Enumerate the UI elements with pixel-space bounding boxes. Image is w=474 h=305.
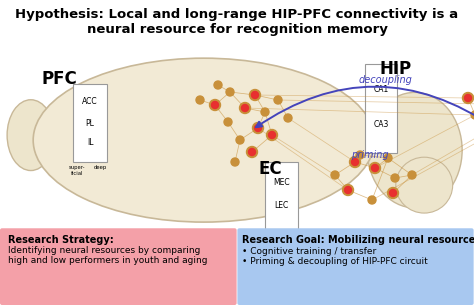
Ellipse shape: [7, 100, 55, 170]
Circle shape: [388, 188, 399, 199]
Text: PL: PL: [86, 119, 94, 127]
FancyBboxPatch shape: [73, 84, 107, 162]
FancyBboxPatch shape: [237, 228, 474, 305]
Text: priming: priming: [351, 150, 389, 160]
Circle shape: [372, 164, 379, 171]
Circle shape: [390, 189, 396, 196]
Circle shape: [236, 136, 244, 144]
Text: CA3: CA3: [374, 120, 389, 129]
FancyBboxPatch shape: [0, 228, 237, 305]
Circle shape: [266, 130, 277, 141]
Text: Hypothesis: Local and long-range HIP-PFC connectivity is a: Hypothesis: Local and long-range HIP-PFC…: [16, 8, 458, 21]
Circle shape: [471, 111, 474, 119]
FancyBboxPatch shape: [265, 162, 298, 229]
Text: deep: deep: [284, 232, 298, 237]
Text: ACC: ACC: [82, 97, 98, 106]
Text: Research Goal: Mobilizing neural resources: Research Goal: Mobilizing neural resourc…: [242, 235, 474, 245]
Circle shape: [239, 102, 250, 113]
Circle shape: [246, 146, 257, 157]
Text: EC: EC: [258, 160, 282, 178]
Circle shape: [231, 158, 239, 166]
Circle shape: [268, 131, 275, 138]
Circle shape: [211, 102, 219, 109]
Circle shape: [274, 96, 282, 104]
Circle shape: [345, 186, 352, 193]
Text: • Priming & decoupling of HIP-PFC circuit: • Priming & decoupling of HIP-PFC circui…: [242, 257, 428, 266]
Circle shape: [463, 92, 474, 103]
Text: HIP: HIP: [380, 60, 412, 78]
Circle shape: [465, 95, 472, 102]
Circle shape: [352, 159, 358, 166]
Circle shape: [196, 96, 204, 104]
Text: decoupling: decoupling: [358, 75, 412, 85]
Circle shape: [356, 151, 364, 159]
Circle shape: [241, 105, 248, 112]
Text: CA1: CA1: [374, 84, 389, 94]
Circle shape: [252, 92, 258, 99]
Text: super-
ficial: super- ficial: [69, 165, 85, 176]
Circle shape: [370, 163, 381, 174]
Ellipse shape: [396, 157, 453, 213]
Text: Research Strategy:: Research Strategy:: [8, 235, 114, 245]
Text: LEC: LEC: [274, 201, 289, 210]
Text: neural resource for recognition memory: neural resource for recognition memory: [87, 23, 387, 36]
Circle shape: [224, 118, 232, 126]
Ellipse shape: [33, 58, 374, 222]
FancyBboxPatch shape: [365, 64, 397, 153]
Circle shape: [214, 81, 222, 89]
Text: deep: deep: [93, 165, 107, 170]
Text: high and low performers in youth and aging: high and low performers in youth and agi…: [8, 256, 208, 265]
Circle shape: [249, 89, 261, 101]
Text: PFC: PFC: [41, 70, 77, 88]
Circle shape: [349, 156, 361, 167]
Circle shape: [368, 196, 376, 204]
Circle shape: [408, 171, 416, 179]
Text: • Cognitive training / transfer: • Cognitive training / transfer: [242, 247, 376, 256]
Text: super-
ficial: super- ficial: [260, 232, 277, 243]
Circle shape: [284, 114, 292, 122]
Text: MEC: MEC: [273, 178, 290, 187]
Circle shape: [248, 149, 255, 156]
Circle shape: [391, 174, 399, 182]
Circle shape: [226, 88, 234, 96]
Circle shape: [331, 171, 339, 179]
Circle shape: [384, 154, 392, 162]
Circle shape: [343, 185, 354, 196]
Circle shape: [261, 108, 269, 116]
Circle shape: [255, 124, 262, 131]
Ellipse shape: [367, 92, 462, 208]
Text: Identifying neural resources by comparing: Identifying neural resources by comparin…: [8, 246, 201, 255]
Circle shape: [210, 99, 220, 110]
Text: IL: IL: [87, 138, 93, 147]
Circle shape: [253, 123, 264, 134]
